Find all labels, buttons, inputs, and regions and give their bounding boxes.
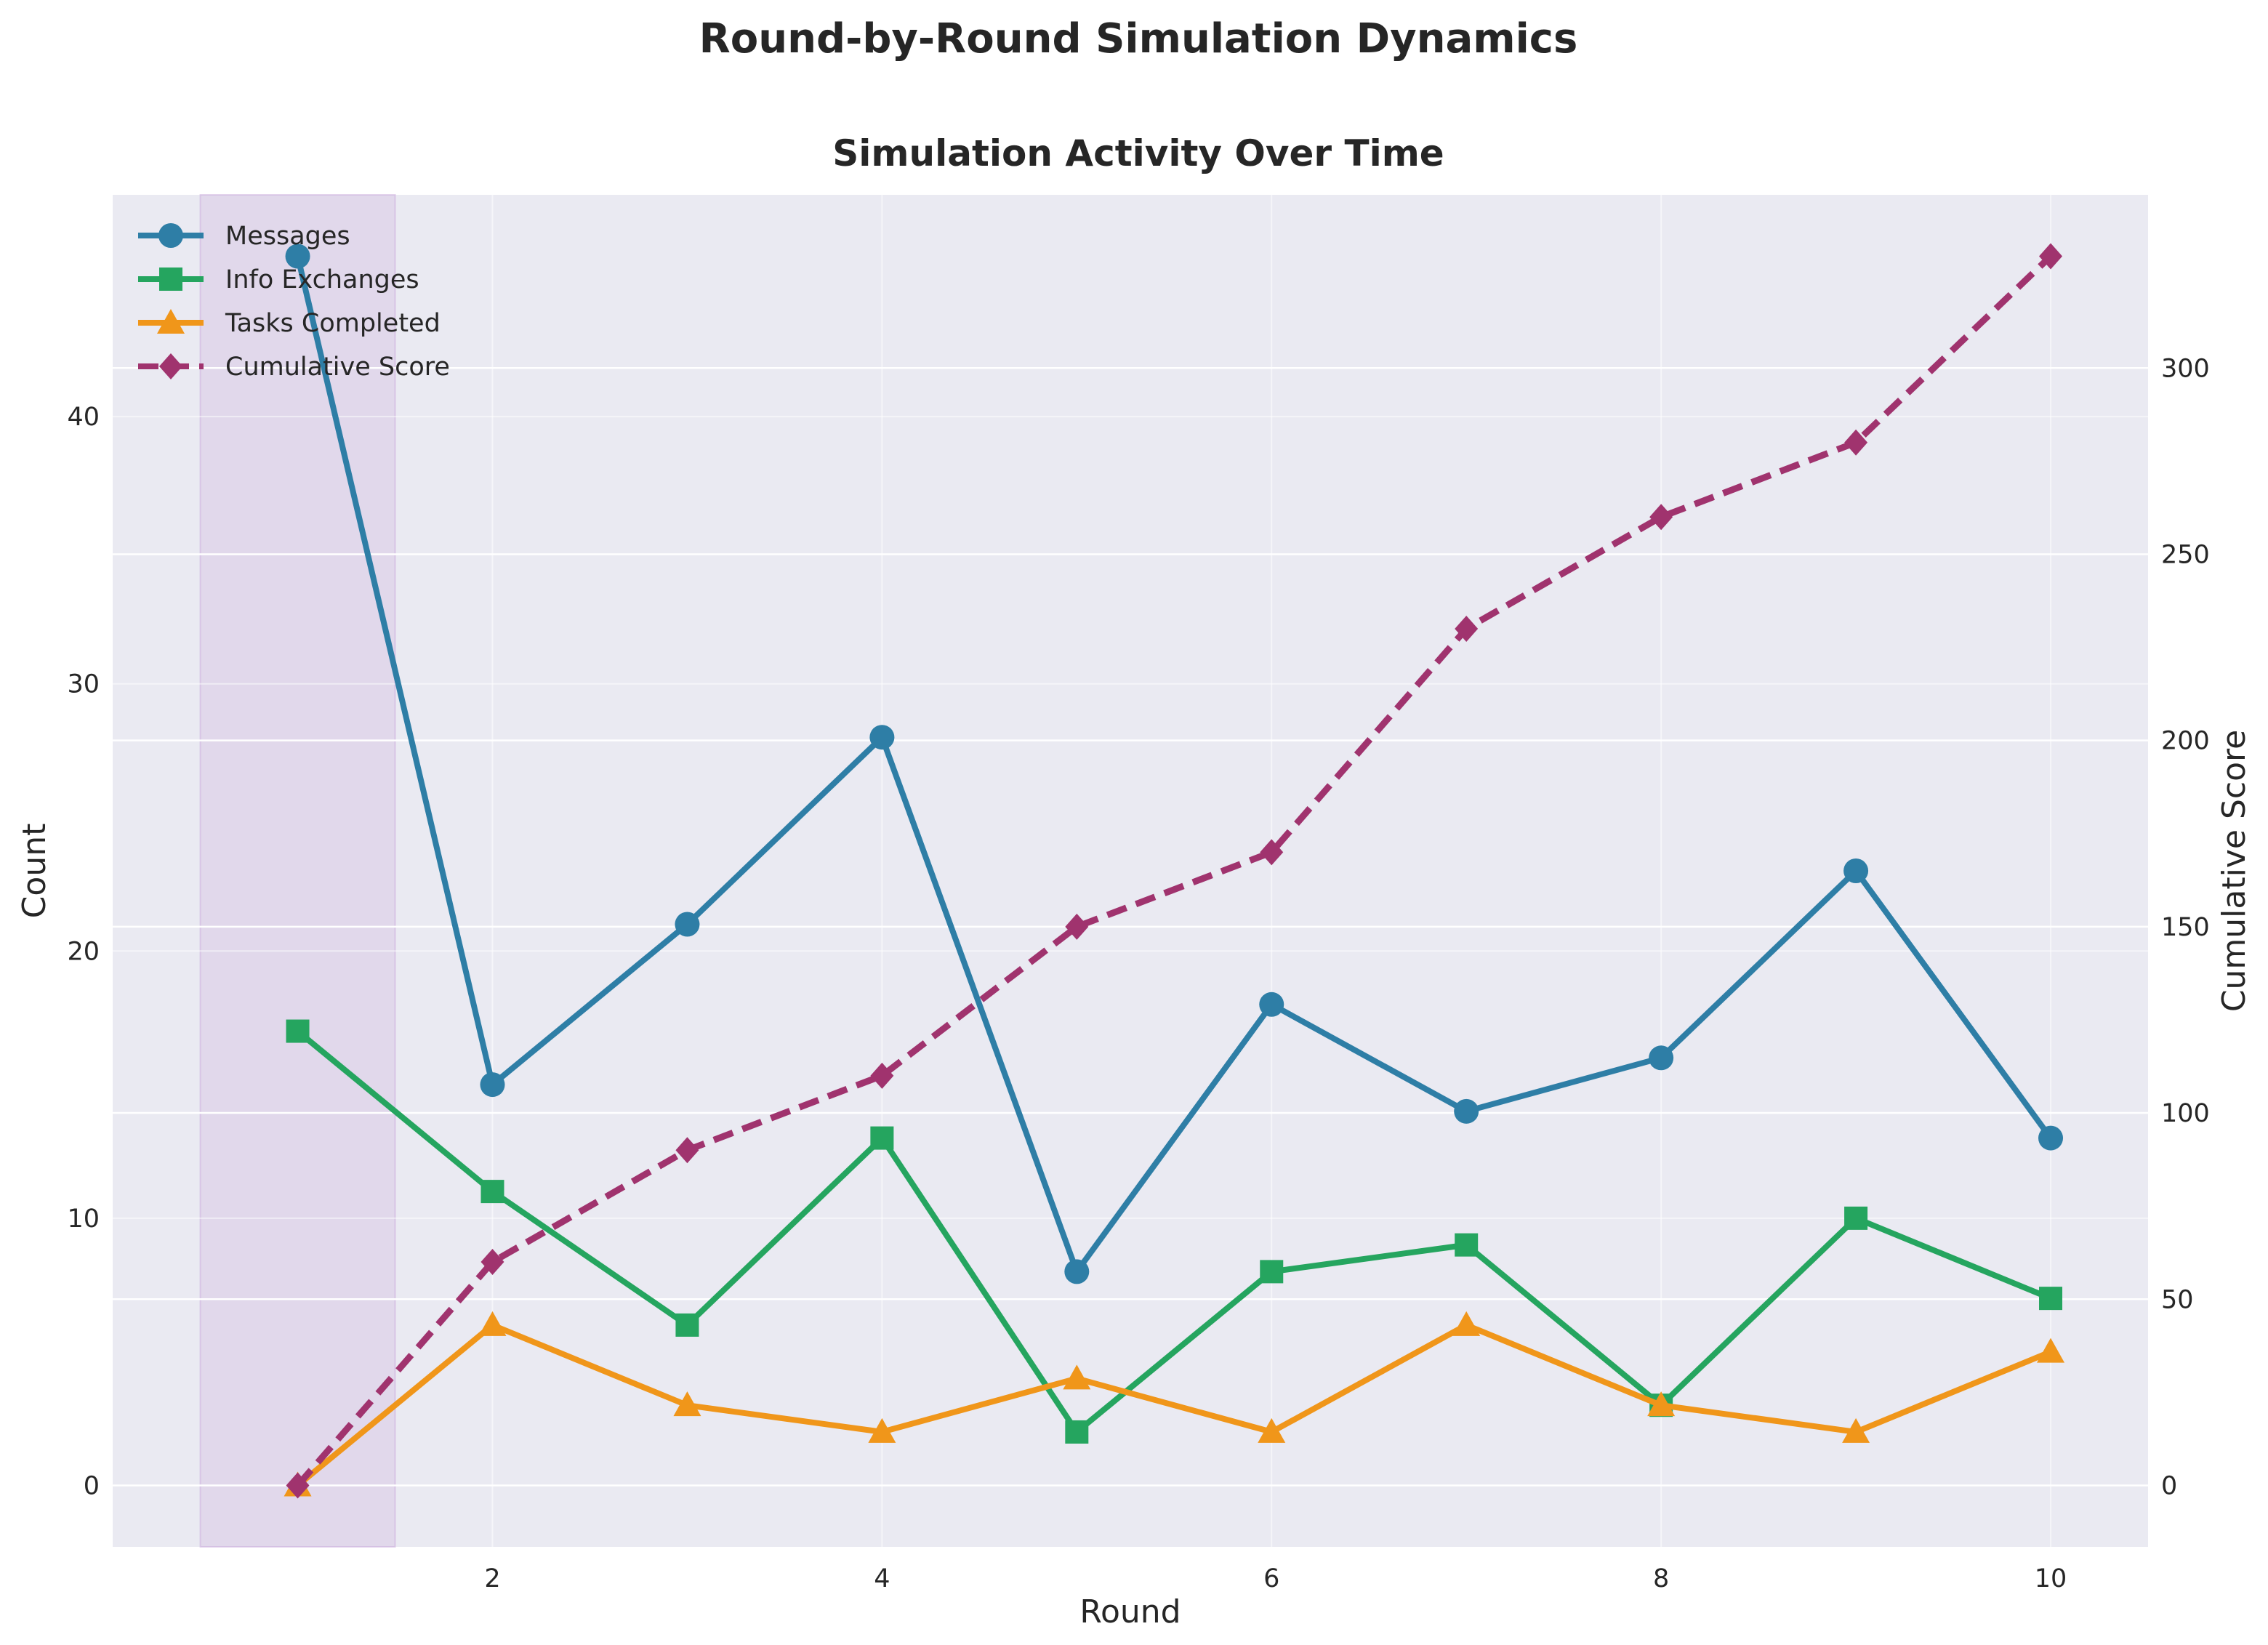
y2-tick-label: 250: [2161, 540, 2210, 569]
legend: Messages Info Exchanges Tasks Completed Cum…: [138, 222, 450, 382]
y-tick-label: 0: [84, 1471, 100, 1500]
legend-marker-info-exchanges: [159, 268, 182, 291]
data-point-messages: [1259, 992, 1284, 1017]
data-point-tasks-completed: [868, 1417, 896, 1443]
y-tick-label: 30: [67, 670, 100, 699]
data-point-messages: [675, 912, 700, 937]
legend-label-tasks-completed: Tasks Completed: [225, 309, 441, 338]
series-layer: [284, 243, 2065, 1499]
data-point-info-exchanges: [480, 1180, 504, 1204]
data-point-info-exchanges: [870, 1126, 894, 1150]
data-point-cumulative-score: [1260, 839, 1284, 866]
data-point-cumulative-score: [1844, 429, 1868, 456]
legend-label-messages: Messages: [225, 222, 350, 251]
data-point-messages: [1454, 1098, 1479, 1124]
series-line-info-exchanges: [294, 1028, 2054, 1435]
data-point-tasks-completed: [1063, 1364, 1091, 1390]
data-point-cumulative-score: [286, 1472, 310, 1499]
x-tick-label: 2: [484, 1564, 500, 1593]
data-point-cumulative-score: [675, 1137, 699, 1164]
x-tick-label: 10: [2035, 1564, 2067, 1593]
legend-marker-cumulative-score: [159, 353, 182, 379]
data-point-messages: [480, 1072, 505, 1098]
data-point-info-exchanges: [1260, 1260, 1284, 1284]
y-axis-label: Count: [16, 824, 53, 919]
data-point-messages: [1843, 858, 1869, 883]
data-point-tasks-completed: [1842, 1417, 1870, 1443]
y2-tick-label: 100: [2161, 1099, 2210, 1128]
series-line-tasks-completed: [294, 1322, 2054, 1489]
data-point-tasks-completed: [478, 1311, 507, 1336]
legend-label-cumulative-score: Cumulative Score: [225, 353, 450, 382]
data-point-messages: [1649, 1045, 1674, 1071]
data-point-info-exchanges: [2039, 1287, 2063, 1311]
x-tick-label: 6: [1263, 1564, 1279, 1593]
data-point-info-exchanges: [675, 1313, 699, 1337]
data-point-cumulative-score: [480, 1249, 504, 1276]
y2-tick-label: 0: [2161, 1471, 2177, 1500]
data-point-messages: [285, 244, 310, 269]
grid-layer: [113, 195, 2148, 1547]
chart-title: Simulation Activity Over Time: [832, 132, 1444, 174]
y-tick-label: 10: [67, 1204, 100, 1234]
x-tick-label: 8: [1653, 1564, 1669, 1593]
data-point-messages: [2038, 1125, 2064, 1151]
y-tick-label: 20: [67, 937, 100, 966]
y2-tick-label: 300: [2161, 354, 2210, 383]
data-point-messages: [869, 725, 895, 750]
x-axis-label: Round: [1079, 1593, 1181, 1630]
data-point-tasks-completed: [673, 1391, 701, 1417]
data-point-cumulative-score: [2039, 243, 2063, 270]
data-point-info-exchanges: [1065, 1420, 1089, 1444]
legend-marker-messages: [158, 223, 183, 248]
y-tick-label: 40: [67, 403, 100, 432]
data-point-cumulative-score: [1649, 504, 1673, 531]
y2-axis-label: Cumulative Score: [2216, 730, 2253, 1012]
highlight-span: [199, 194, 396, 1548]
y2-tick-label: 150: [2161, 913, 2210, 942]
data-point-tasks-completed: [1452, 1311, 1481, 1336]
data-point-cumulative-score: [1065, 913, 1089, 940]
series-line-cumulative-score: [295, 254, 2054, 1488]
legend-marker-tasks-completed: [157, 309, 185, 334]
data-point-messages: [1064, 1259, 1090, 1284]
data-point-cumulative-score: [1455, 615, 1479, 642]
figure-suptitle: Round-by-Round Simulation Dynamics: [699, 15, 1578, 63]
x-tick-label: 4: [874, 1564, 890, 1593]
plot-area: [113, 195, 2148, 1547]
data-point-info-exchanges: [1455, 1233, 1479, 1257]
highlight-span-layer: [199, 194, 396, 1548]
data-point-tasks-completed: [1647, 1391, 1676, 1417]
legend-label-info-exchanges: Info Exchanges: [225, 265, 419, 294]
data-point-tasks-completed: [1258, 1417, 1286, 1443]
series-line-messages: [294, 253, 2054, 1275]
data-point-info-exchanges: [1844, 1206, 1868, 1230]
y2-tick-label: 50: [2161, 1285, 2194, 1314]
data-point-cumulative-score: [870, 1062, 894, 1089]
y2-tick-label: 200: [2161, 727, 2210, 756]
data-point-tasks-completed: [2037, 1338, 2065, 1363]
data-point-info-exchanges: [286, 1019, 310, 1043]
